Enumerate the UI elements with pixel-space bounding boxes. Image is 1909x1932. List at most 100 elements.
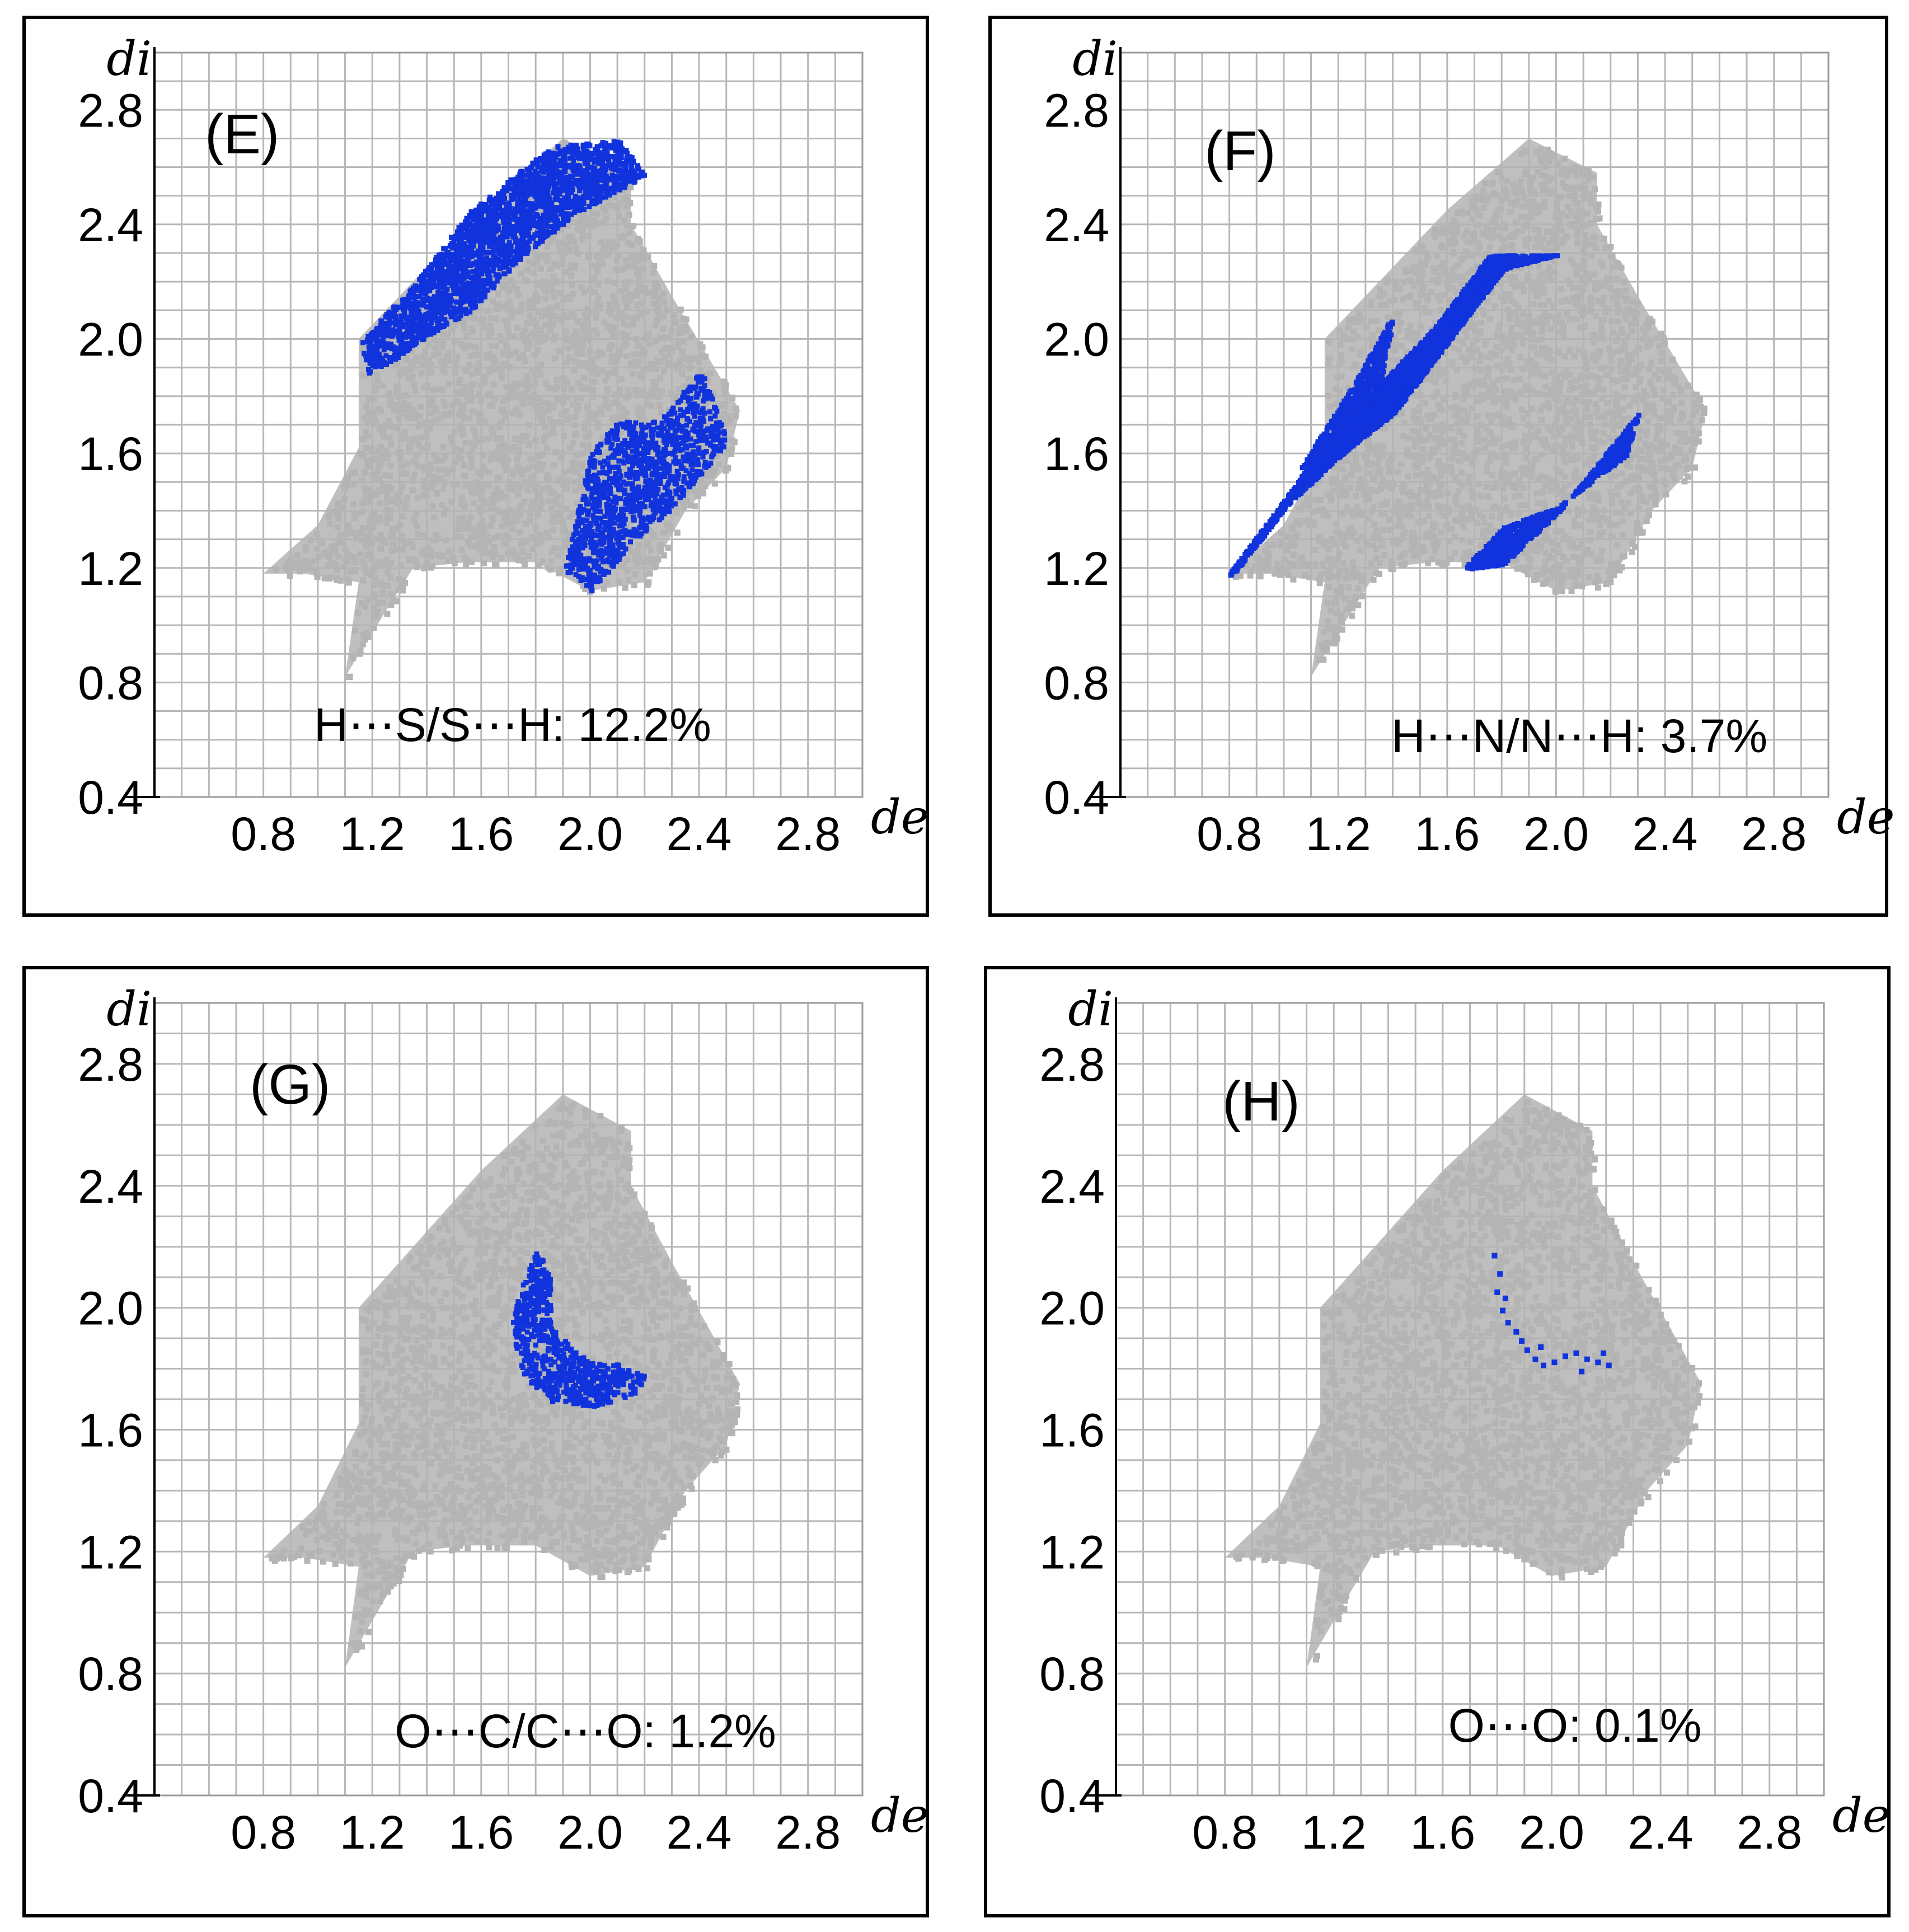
contact-point bbox=[344, 526, 350, 533]
contact-point bbox=[536, 338, 543, 345]
highlighted-contact-point bbox=[443, 320, 449, 326]
highlighted-contact-point bbox=[496, 237, 502, 242]
highlighted-contact-point bbox=[388, 359, 393, 364]
contact-point bbox=[458, 340, 465, 347]
contact-point bbox=[567, 467, 574, 473]
highlighted-contact-point bbox=[562, 195, 567, 201]
highlighted-contact-point bbox=[521, 221, 527, 227]
contact-point bbox=[621, 321, 627, 327]
highlighted-contact-point bbox=[369, 330, 375, 336]
highlighted-contact-point bbox=[444, 287, 450, 292]
contact-point bbox=[519, 401, 526, 407]
highlighted-contact-point bbox=[504, 252, 510, 258]
contact-point bbox=[645, 541, 651, 547]
highlighted-contact-point bbox=[378, 355, 383, 361]
contact-point bbox=[413, 357, 420, 364]
highlighted-contact-point bbox=[526, 232, 531, 237]
contact-point bbox=[375, 600, 382, 607]
contact-point bbox=[613, 398, 620, 405]
contact-point bbox=[383, 519, 390, 526]
highlighted-contact-point bbox=[445, 308, 451, 314]
highlighted-contact-point bbox=[530, 177, 536, 183]
highlighted-contact-point bbox=[577, 188, 583, 194]
highlighted-contact-point bbox=[615, 139, 621, 145]
contact-point bbox=[707, 370, 714, 377]
contact-point bbox=[362, 565, 368, 572]
contact-point bbox=[520, 351, 527, 358]
contact-point bbox=[476, 359, 482, 366]
contact-point bbox=[691, 356, 697, 363]
contact-point bbox=[506, 391, 513, 397]
highlighted-contact-point bbox=[551, 205, 556, 210]
highlighted-contact-point bbox=[381, 362, 386, 367]
contact-point bbox=[513, 383, 520, 390]
highlighted-contact-point bbox=[484, 278, 490, 284]
contact-point bbox=[565, 531, 571, 538]
highlighted-contact-point bbox=[606, 158, 612, 164]
contact-point bbox=[458, 498, 465, 505]
contact-point bbox=[561, 139, 568, 146]
contact-point bbox=[636, 358, 642, 365]
contact-point bbox=[287, 573, 293, 579]
contact-point bbox=[473, 364, 480, 371]
contact-point bbox=[434, 489, 440, 496]
highlighted-contact-point bbox=[411, 327, 416, 333]
contact-point bbox=[501, 453, 508, 459]
highlighted-contact-point bbox=[640, 170, 645, 175]
contact-point bbox=[562, 269, 569, 275]
contact-point bbox=[514, 555, 520, 562]
contact-point bbox=[358, 537, 365, 543]
highlighted-contact-point bbox=[474, 268, 480, 273]
contact-point bbox=[691, 503, 698, 510]
contact-point bbox=[525, 442, 532, 448]
highlighted-contact-point bbox=[540, 169, 546, 175]
contact-point bbox=[294, 552, 301, 559]
highlighted-contact-point bbox=[513, 248, 518, 254]
highlighted-contact-point bbox=[400, 350, 406, 356]
contact-point bbox=[710, 390, 717, 396]
highlighted-contact-point bbox=[544, 163, 550, 168]
contact-point bbox=[634, 257, 641, 264]
contact-point bbox=[607, 311, 614, 317]
contact-point bbox=[368, 446, 374, 452]
highlighted-contact-point bbox=[528, 165, 533, 171]
contact-point bbox=[412, 411, 419, 418]
contact-point bbox=[476, 523, 482, 529]
contact-point bbox=[579, 343, 586, 349]
contact-point bbox=[503, 383, 510, 390]
contact-point bbox=[429, 419, 435, 425]
contact-point bbox=[711, 480, 718, 487]
highlighted-contact-point bbox=[643, 424, 649, 430]
contact-point bbox=[487, 523, 494, 529]
contact-point bbox=[547, 317, 554, 323]
highlighted-contact-point bbox=[387, 317, 392, 323]
highlighted-contact-point bbox=[541, 233, 547, 238]
contact-point bbox=[661, 368, 668, 375]
contact-point bbox=[622, 299, 629, 306]
highlighted-contact-point bbox=[568, 200, 574, 205]
contact-point bbox=[377, 456, 383, 463]
contact-point bbox=[345, 522, 351, 529]
contact-point bbox=[390, 532, 396, 539]
contact-point bbox=[634, 302, 640, 309]
highlighted-contact-point bbox=[522, 241, 528, 246]
contact-point bbox=[621, 196, 627, 203]
highlighted-contact-point bbox=[554, 168, 560, 174]
highlighted-contact-point bbox=[454, 249, 459, 255]
highlighted-contact-point bbox=[463, 267, 468, 273]
highlighted-contact-point bbox=[387, 343, 393, 349]
highlighted-contact-point bbox=[621, 181, 626, 187]
contact-point bbox=[440, 341, 447, 348]
highlighted-contact-point bbox=[434, 275, 439, 280]
highlighted-contact-point bbox=[484, 250, 489, 256]
contact-point bbox=[377, 580, 383, 587]
contact-point bbox=[560, 374, 567, 381]
contact-point bbox=[473, 369, 480, 376]
contact-point bbox=[428, 564, 434, 571]
contact-point bbox=[403, 406, 410, 413]
contact-point bbox=[477, 410, 484, 417]
contact-point bbox=[652, 285, 659, 292]
highlighted-contact-point bbox=[496, 227, 501, 232]
contact-point bbox=[399, 532, 406, 539]
highlighted-contact-point bbox=[521, 208, 527, 213]
